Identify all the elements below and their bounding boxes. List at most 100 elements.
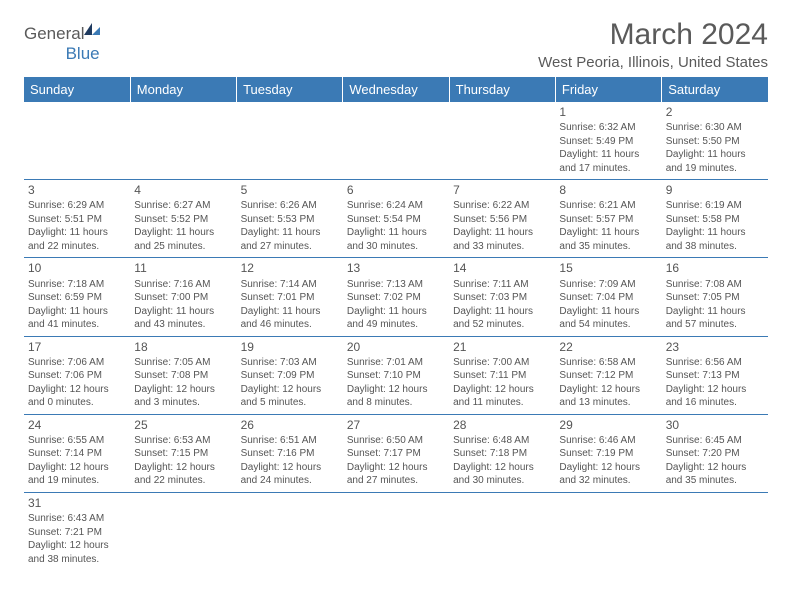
weekday-header: Wednesday [343, 77, 449, 102]
sunrise-text: Sunrise: 7:16 AM [134, 278, 232, 292]
daylight-text: Daylight: 12 hours [28, 383, 126, 397]
calendar-week-row: 3Sunrise: 6:29 AMSunset: 5:51 PMDaylight… [24, 180, 768, 258]
daylight-text: and 19 minutes. [28, 474, 126, 488]
day-number: 10 [28, 260, 126, 276]
calendar-cell: 29Sunrise: 6:46 AMSunset: 7:19 PMDayligh… [555, 414, 661, 492]
sunrise-text: Sunrise: 6:51 AM [241, 434, 339, 448]
daylight-text: and 27 minutes. [347, 474, 445, 488]
day-number: 23 [666, 339, 764, 355]
logo: General GeneBlue [24, 24, 102, 64]
weekday-header: Sunday [24, 77, 130, 102]
daylight-text: and 13 minutes. [559, 396, 657, 410]
day-number: 25 [134, 417, 232, 433]
calendar-cell: 25Sunrise: 6:53 AMSunset: 7:15 PMDayligh… [130, 414, 236, 492]
daylight-text: and 30 minutes. [453, 474, 551, 488]
weekday-header: Monday [130, 77, 236, 102]
daylight-text: Daylight: 12 hours [134, 461, 232, 475]
daylight-text: Daylight: 11 hours [347, 226, 445, 240]
daylight-text: and 19 minutes. [666, 162, 764, 176]
calendar-cell: 1Sunrise: 6:32 AMSunset: 5:49 PMDaylight… [555, 102, 661, 180]
daylight-text: Daylight: 12 hours [453, 461, 551, 475]
sunset-text: Sunset: 5:56 PM [453, 213, 551, 227]
sunset-text: Sunset: 5:52 PM [134, 213, 232, 227]
weekday-header: Friday [555, 77, 661, 102]
calendar-week-row: 24Sunrise: 6:55 AMSunset: 7:14 PMDayligh… [24, 414, 768, 492]
logo-blue: Blue [66, 44, 100, 63]
day-number: 16 [666, 260, 764, 276]
sunrise-text: Sunrise: 6:29 AM [28, 199, 126, 213]
calendar-cell: 26Sunrise: 6:51 AMSunset: 7:16 PMDayligh… [237, 414, 343, 492]
sunrise-text: Sunrise: 6:24 AM [347, 199, 445, 213]
daylight-text: and 41 minutes. [28, 318, 126, 332]
daylight-text: Daylight: 11 hours [559, 226, 657, 240]
sunset-text: Sunset: 7:02 PM [347, 291, 445, 305]
calendar-cell: 17Sunrise: 7:06 AMSunset: 7:06 PMDayligh… [24, 336, 130, 414]
sunset-text: Sunset: 7:18 PM [453, 447, 551, 461]
calendar-body: 1Sunrise: 6:32 AMSunset: 5:49 PMDaylight… [24, 102, 768, 570]
daylight-text: and 35 minutes. [666, 474, 764, 488]
sunrise-text: Sunrise: 6:27 AM [134, 199, 232, 213]
calendar-cell: 30Sunrise: 6:45 AMSunset: 7:20 PMDayligh… [662, 414, 768, 492]
weekday-header: Thursday [449, 77, 555, 102]
calendar-cell: 8Sunrise: 6:21 AMSunset: 5:57 PMDaylight… [555, 180, 661, 258]
daylight-text: Daylight: 11 hours [134, 226, 232, 240]
sunrise-text: Sunrise: 7:00 AM [453, 356, 551, 370]
calendar-cell: 6Sunrise: 6:24 AMSunset: 5:54 PMDaylight… [343, 180, 449, 258]
daylight-text: Daylight: 12 hours [347, 461, 445, 475]
daylight-text: and 54 minutes. [559, 318, 657, 332]
daylight-text: Daylight: 11 hours [666, 148, 764, 162]
calendar-cell [237, 102, 343, 180]
calendar-cell: 7Sunrise: 6:22 AMSunset: 5:56 PMDaylight… [449, 180, 555, 258]
daylight-text: and 49 minutes. [347, 318, 445, 332]
day-number: 3 [28, 182, 126, 198]
calendar-week-row: 1Sunrise: 6:32 AMSunset: 5:49 PMDaylight… [24, 102, 768, 180]
day-number: 19 [241, 339, 339, 355]
month-title: March 2024 [538, 18, 768, 52]
daylight-text: Daylight: 12 hours [666, 383, 764, 397]
calendar-cell [24, 102, 130, 180]
calendar-cell: 22Sunrise: 6:58 AMSunset: 7:12 PMDayligh… [555, 336, 661, 414]
day-number: 12 [241, 260, 339, 276]
day-number: 29 [559, 417, 657, 433]
calendar-week-row: 31Sunrise: 6:43 AMSunset: 7:21 PMDayligh… [24, 492, 768, 570]
weekday-header-row: SundayMondayTuesdayWednesdayThursdayFrid… [24, 77, 768, 102]
daylight-text: Daylight: 11 hours [347, 305, 445, 319]
weekday-header: Tuesday [237, 77, 343, 102]
sunrise-text: Sunrise: 7:18 AM [28, 278, 126, 292]
calendar-cell: 12Sunrise: 7:14 AMSunset: 7:01 PMDayligh… [237, 258, 343, 336]
sunrise-text: Sunrise: 6:43 AM [28, 512, 126, 526]
daylight-text: and 11 minutes. [453, 396, 551, 410]
calendar-cell: 5Sunrise: 6:26 AMSunset: 5:53 PMDaylight… [237, 180, 343, 258]
sunrise-text: Sunrise: 6:46 AM [559, 434, 657, 448]
calendar-cell: 27Sunrise: 6:50 AMSunset: 7:17 PMDayligh… [343, 414, 449, 492]
daylight-text: and 17 minutes. [559, 162, 657, 176]
day-number: 21 [453, 339, 551, 355]
sunset-text: Sunset: 5:49 PM [559, 135, 657, 149]
logo-text: General GeneBlue [24, 24, 102, 63]
daylight-text: Daylight: 12 hours [347, 383, 445, 397]
daylight-text: Daylight: 12 hours [453, 383, 551, 397]
calendar-cell: 3Sunrise: 6:29 AMSunset: 5:51 PMDaylight… [24, 180, 130, 258]
day-number: 17 [28, 339, 126, 355]
daylight-text: and 0 minutes. [28, 396, 126, 410]
sunrise-text: Sunrise: 6:45 AM [666, 434, 764, 448]
calendar-cell: 10Sunrise: 7:18 AMSunset: 6:59 PMDayligh… [24, 258, 130, 336]
daylight-text: and 57 minutes. [666, 318, 764, 332]
calendar-cell [449, 102, 555, 180]
calendar-cell: 19Sunrise: 7:03 AMSunset: 7:09 PMDayligh… [237, 336, 343, 414]
daylight-text: Daylight: 11 hours [241, 226, 339, 240]
sunrise-text: Sunrise: 7:01 AM [347, 356, 445, 370]
sunrise-text: Sunrise: 6:56 AM [666, 356, 764, 370]
sunrise-text: Sunrise: 7:08 AM [666, 278, 764, 292]
calendar-cell [343, 102, 449, 180]
day-number: 26 [241, 417, 339, 433]
sunrise-text: Sunrise: 7:05 AM [134, 356, 232, 370]
calendar-cell [237, 492, 343, 570]
daylight-text: and 52 minutes. [453, 318, 551, 332]
day-number: 13 [347, 260, 445, 276]
sunset-text: Sunset: 7:11 PM [453, 369, 551, 383]
day-number: 7 [453, 182, 551, 198]
day-number: 14 [453, 260, 551, 276]
sunset-text: Sunset: 7:21 PM [28, 526, 126, 540]
daylight-text: and 5 minutes. [241, 396, 339, 410]
